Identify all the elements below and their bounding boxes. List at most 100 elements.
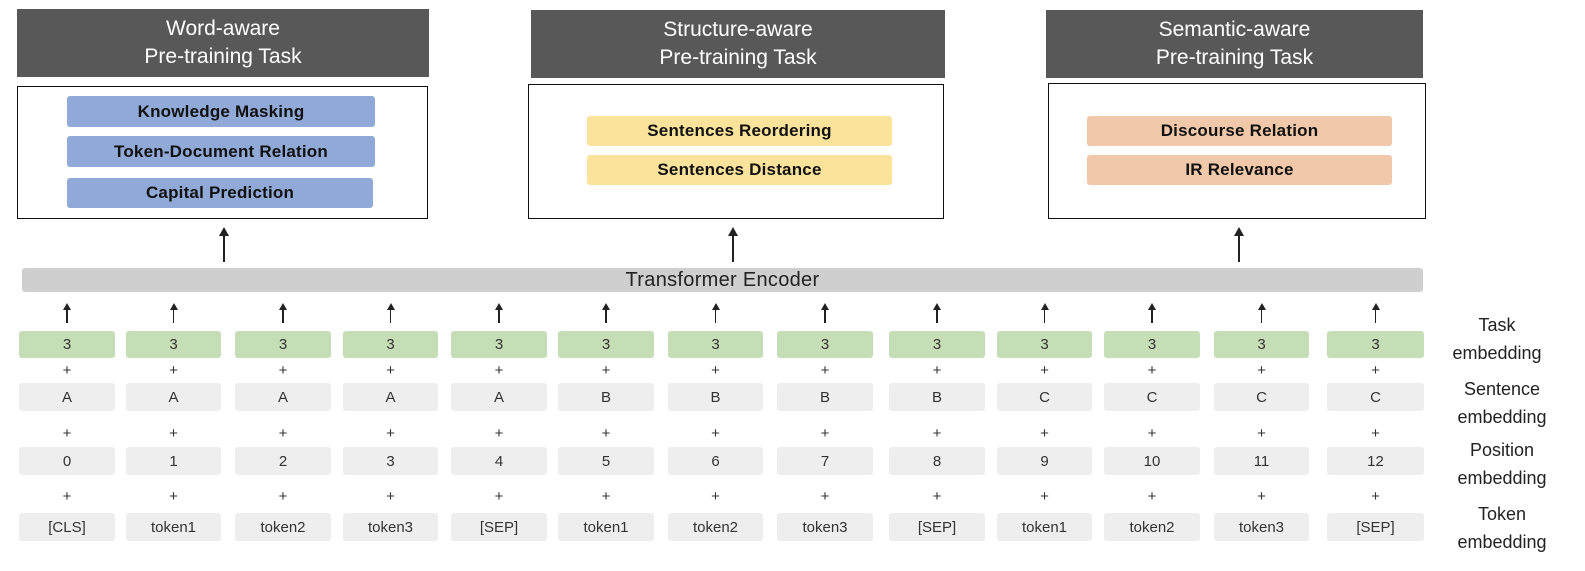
position-embedding-cell: 7 — [777, 447, 873, 475]
token-embedding-cell: token1 — [126, 513, 221, 541]
plus-sign: + — [932, 425, 942, 442]
plus-sign: + — [494, 425, 504, 442]
plus-sign: + — [386, 362, 395, 379]
token-embedding-cell: token3 — [777, 513, 873, 541]
row-label-task: Task embedding — [1432, 311, 1562, 367]
token-embedding-cell: token1 — [997, 513, 1092, 541]
structure-aware-title-line1: Structure-aware — [663, 18, 813, 41]
plus-sign: + — [1147, 488, 1157, 505]
plus-sign: + — [601, 362, 611, 379]
token-embedding-cell: token2 — [668, 513, 763, 541]
plus-sign: + — [1040, 362, 1049, 379]
plus-sign: + — [1371, 488, 1380, 505]
task-embedding-cell: 3 — [235, 331, 331, 358]
plus-sign: + — [820, 425, 830, 442]
structure-aware-task-box — [528, 84, 944, 219]
plus-sign: + — [711, 488, 720, 505]
plus-sign: + — [278, 488, 288, 505]
token-embedding-cell: [SEP] — [889, 513, 985, 541]
plus-sign: + — [62, 425, 72, 442]
sentence-embedding-cell: C — [1214, 383, 1309, 411]
sentence-embedding-cell: C — [1104, 383, 1200, 411]
row-label-position-line1: Position — [1469, 440, 1535, 460]
row-label-position-line2: embedding — [1457, 468, 1547, 488]
row-label-sentence: Sentence embedding — [1437, 375, 1567, 431]
position-embedding-cell: 6 — [668, 447, 763, 475]
plus-sign: + — [601, 425, 611, 442]
plus-sign: + — [386, 425, 395, 442]
task-embedding-cell: 3 — [1214, 331, 1309, 358]
semantic-aware-title-line2: Pre-training Task — [1155, 46, 1314, 69]
position-embedding-cell: 2 — [235, 447, 331, 475]
plus-sign: + — [1257, 425, 1266, 442]
task-embedding-cell: 3 — [777, 331, 873, 358]
plus-sign: + — [494, 488, 504, 505]
sentence-embedding-cell: B — [777, 383, 873, 411]
plus-sign: + — [1040, 488, 1049, 505]
plus-sign: + — [1371, 362, 1380, 379]
semantic-aware-task-box — [1048, 83, 1426, 219]
word-aware-title-line1: Word-aware — [166, 17, 280, 40]
task-embedding-cell: 3 — [19, 331, 115, 358]
position-embedding-cell: 9 — [997, 447, 1092, 475]
position-embedding-cell: 8 — [889, 447, 985, 475]
sentence-embedding-cell: A — [451, 383, 547, 411]
row-label-token-line2: embedding — [1457, 532, 1547, 552]
plus-sign: + — [932, 488, 942, 505]
task-embedding-cell: 3 — [668, 331, 763, 358]
position-embedding-cell: 4 — [451, 447, 547, 475]
plus-sign: + — [601, 488, 611, 505]
token-embedding-cell: token3 — [343, 513, 438, 541]
plus-sign: + — [1040, 425, 1049, 442]
plus-sign: + — [1257, 362, 1266, 379]
token-embedding-cell: token2 — [1104, 513, 1200, 541]
task-embedding-cell: 3 — [889, 331, 985, 358]
plus-sign: + — [1257, 488, 1266, 505]
token-embedding-cell: [SEP] — [451, 513, 547, 541]
token-embedding-cell: [CLS] — [19, 513, 115, 541]
task-item-ir-relevance: IR Relevance — [1087, 155, 1392, 185]
semantic-aware-header: Semantic-aware Pre-training Task — [1046, 10, 1423, 78]
task-embedding-cell: 3 — [126, 331, 221, 358]
semantic-aware-title-line1: Semantic-aware — [1158, 18, 1311, 41]
plus-sign: + — [386, 488, 395, 505]
plus-sign: + — [169, 425, 178, 442]
plus-sign: + — [932, 362, 942, 379]
plus-sign: + — [62, 362, 72, 379]
plus-sign: + — [1147, 362, 1157, 379]
plus-sign: + — [494, 362, 504, 379]
token-embedding-cell: token3 — [1214, 513, 1309, 541]
task-item-discourse-relation: Discourse Relation — [1087, 116, 1392, 146]
structure-aware-header: Structure-aware Pre-training Task — [531, 10, 945, 78]
task-embedding-cell: 3 — [451, 331, 547, 358]
word-aware-header: Word-aware Pre-training Task — [17, 9, 429, 77]
position-embedding-cell: 11 — [1214, 447, 1309, 475]
task-embedding-cell: 3 — [558, 331, 654, 358]
plus-sign: + — [711, 425, 720, 442]
token-embedding-cell: token1 — [558, 513, 654, 541]
task-item-sentences-reordering: Sentences Reordering — [587, 116, 892, 146]
row-label-task-line1: Task — [1478, 315, 1516, 335]
plus-sign: + — [62, 488, 72, 505]
plus-sign: + — [278, 425, 288, 442]
sentence-embedding-cell: B — [668, 383, 763, 411]
position-embedding-cell: 3 — [343, 447, 438, 475]
position-embedding-cell: 1 — [126, 447, 221, 475]
plus-sign: + — [169, 362, 178, 379]
sentence-embedding-cell: A — [235, 383, 331, 411]
sentence-embedding-cell: C — [997, 383, 1092, 411]
plus-sign: + — [820, 488, 830, 505]
sentence-embedding-cell: B — [889, 383, 985, 411]
task-item-sentences-distance: Sentences Distance — [587, 155, 892, 185]
plus-sign: + — [1371, 425, 1380, 442]
task-embedding-cell: 3 — [343, 331, 438, 358]
plus-sign: + — [278, 362, 288, 379]
plus-sign: + — [169, 488, 178, 505]
position-embedding-cell: 12 — [1327, 447, 1424, 475]
token-embedding-cell: [SEP] — [1327, 513, 1424, 541]
row-label-task-line2: embedding — [1452, 343, 1542, 363]
task-item-capital-prediction: Capital Prediction — [67, 178, 373, 208]
sentence-embedding-cell: A — [343, 383, 438, 411]
position-embedding-cell: 0 — [19, 447, 115, 475]
plus-sign: + — [711, 362, 720, 379]
